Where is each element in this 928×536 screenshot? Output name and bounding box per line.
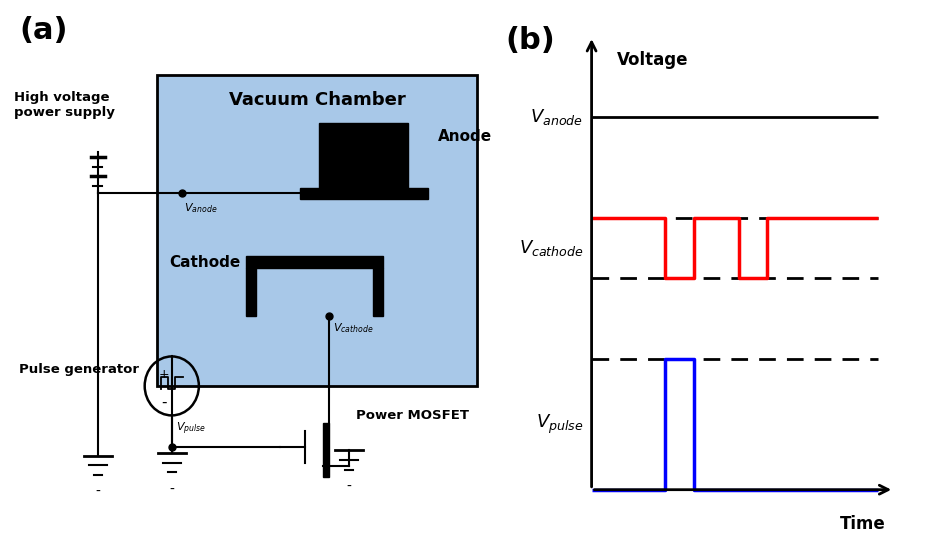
Text: -: - xyxy=(346,480,351,494)
Bar xyxy=(372,268,383,316)
Text: -: - xyxy=(161,394,167,410)
Text: $V_{cathode}$: $V_{cathode}$ xyxy=(333,322,374,336)
Bar xyxy=(245,268,256,316)
Text: $V_{pulse}$: $V_{pulse}$ xyxy=(535,413,583,436)
Text: High voltage
power supply: High voltage power supply xyxy=(14,91,115,119)
Bar xyxy=(300,188,427,199)
Text: Vacuum Chamber: Vacuum Chamber xyxy=(228,91,405,109)
Bar xyxy=(245,256,383,268)
Text: (b): (b) xyxy=(505,26,555,55)
Text: Cathode: Cathode xyxy=(169,255,240,270)
Text: $V_{cathode}$: $V_{cathode}$ xyxy=(518,238,583,258)
Text: +: + xyxy=(159,368,170,381)
Text: Time: Time xyxy=(839,515,885,533)
Text: -: - xyxy=(96,485,100,499)
Text: Voltage: Voltage xyxy=(616,51,688,69)
Bar xyxy=(157,75,477,386)
Text: $V_{anode}$: $V_{anode}$ xyxy=(184,202,217,215)
Text: Pulse generator: Pulse generator xyxy=(19,363,139,376)
Bar xyxy=(323,423,329,477)
Text: (a): (a) xyxy=(19,16,68,45)
Bar xyxy=(319,123,407,188)
Text: $V_{anode}$: $V_{anode}$ xyxy=(530,107,583,127)
Text: Power MOSFET: Power MOSFET xyxy=(356,409,469,422)
Text: $V_{pulse}$: $V_{pulse}$ xyxy=(175,421,206,437)
Text: -: - xyxy=(169,482,174,496)
Text: Anode: Anode xyxy=(437,129,491,144)
